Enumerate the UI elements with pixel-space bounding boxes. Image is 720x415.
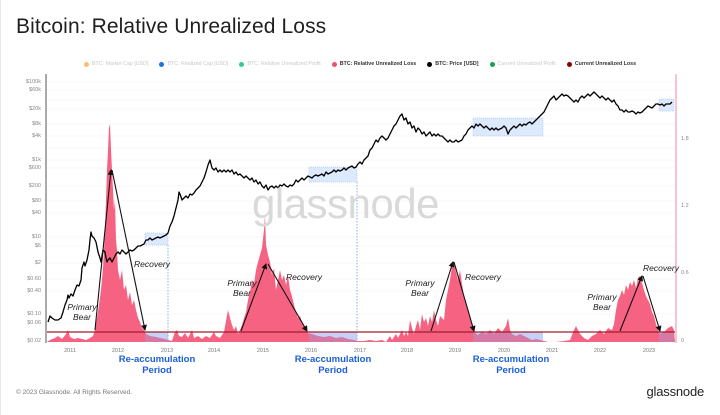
- annotation-text: Primary: [227, 278, 257, 288]
- reaccumulation-text: Re-accumulation: [472, 354, 550, 365]
- x-tick: 2011: [64, 348, 76, 354]
- glassnode-logo: glassnode: [646, 384, 705, 399]
- legend-item-current-unrealized-loss[interactable]: Current Unrealized Loss: [566, 58, 637, 70]
- y-tick: $0.10: [27, 311, 41, 317]
- page-title: Bitcoin: Relative Unrealized Loss: [16, 15, 327, 38]
- legend-dot-icon: [427, 61, 433, 67]
- y-tick: $200: [28, 183, 41, 189]
- y-tick: $0.40: [27, 288, 41, 294]
- legend-item-relative-unrealized-loss[interactable]: BTC: Relative Unrealized Loss: [331, 58, 417, 70]
- x-tick: 2014: [207, 348, 221, 354]
- x-tick: 2023: [642, 348, 656, 354]
- y-tick-right: 1.8: [681, 136, 689, 142]
- x-tick: 2019: [448, 348, 462, 354]
- legend-item-current-unrealized-profit[interactable]: Current Unrealized Profit: [489, 58, 556, 70]
- annotation-text: Bear: [233, 288, 251, 298]
- annotation-text: Primary: [405, 278, 435, 288]
- y-tick-right: 0.6: [681, 270, 689, 276]
- reaccumulation-text: Re-accumulation: [118, 354, 196, 365]
- annotation-primary-bear: Primary Bear: [582, 292, 622, 312]
- annotation-text: Primary: [67, 302, 97, 312]
- relative-unrealized-loss-area: [47, 124, 675, 342]
- reaccumulation-text: Period: [142, 365, 172, 376]
- y-tick: $600: [28, 165, 41, 171]
- x-tick: 2022: [593, 348, 607, 354]
- annotation-text: Bear: [411, 288, 429, 298]
- legend-label: BTC: Market Cap [USD]: [91, 61, 149, 67]
- y-tick: $6: [34, 243, 41, 249]
- annotation-recovery: Recovery: [134, 259, 170, 269]
- legend-item-market-cap[interactable]: BTC: Market Cap [USD]: [83, 58, 149, 70]
- y-tick: $1k: [32, 157, 41, 163]
- annotation-primary-bear: Primary Bear: [62, 302, 102, 322]
- annotation-recovery: Recovery: [465, 272, 501, 282]
- legend-item-realized-cap[interactable]: BTC: Realized Cap [USD]: [159, 58, 228, 70]
- legend-dot-icon: [331, 61, 337, 67]
- y-tick: $4k: [32, 133, 41, 139]
- y-tick: $2: [34, 260, 41, 266]
- reaccumulation-label: Re-accumulation Period: [117, 354, 197, 376]
- x-tick: 2021: [545, 348, 559, 354]
- y-tick: $40: [31, 210, 41, 216]
- watermark: glassnode: [252, 180, 439, 227]
- x-tick: 2013: [160, 348, 174, 354]
- annotation-text: Primary: [587, 292, 617, 302]
- x-tick: 2016: [304, 348, 318, 354]
- y-tick: $100k: [26, 79, 41, 85]
- y-tick: $8k: [32, 121, 41, 127]
- y-tick: $80: [31, 198, 41, 204]
- legend-item-price[interactable]: BTC: Price [USD]: [427, 58, 479, 70]
- legend-label: Current Unrealized Loss: [574, 61, 637, 67]
- x-tick: 2015: [256, 348, 270, 354]
- x-tick: 2017: [353, 348, 367, 354]
- y-tick-right: 1.2: [681, 203, 689, 209]
- y-tick: $0.06: [27, 320, 41, 326]
- legend-label: BTC: Realized Cap [USD]: [167, 61, 229, 67]
- annotation-text: Bear: [73, 312, 91, 322]
- reaccumulation-text: Period: [318, 365, 348, 376]
- y-tick: $0.02: [27, 338, 41, 344]
- reaccumulation-label: Re-accumulation Period: [293, 354, 373, 376]
- x-tick: 2012: [111, 348, 125, 354]
- legend-dot-icon: [159, 61, 165, 67]
- annotation-text: Bear: [593, 302, 611, 312]
- footer-copyright: © 2023 Glassnode. All Rights Reserved.: [16, 389, 133, 396]
- trend-arrows: [94, 169, 662, 332]
- btc-price-line: [47, 91, 673, 323]
- y-tick: $60k: [29, 87, 41, 93]
- legend-label: BTC: Price [USD]: [435, 61, 479, 67]
- y-tick: $0.60: [27, 276, 41, 282]
- reaccumulation-text: Re-accumulation: [294, 354, 372, 365]
- legend-label: Current Unrealized Profit: [497, 61, 556, 67]
- gridlines: [47, 81, 675, 342]
- legend-dot-icon: [239, 61, 245, 67]
- annotation-primary-bear: Primary Bear: [222, 278, 262, 298]
- x-tick: 2020: [497, 348, 511, 354]
- legend-dot-icon: [83, 61, 89, 67]
- y-tick: $10: [31, 234, 41, 240]
- legend-dot-icon: [566, 61, 572, 67]
- y-tick: $20k: [29, 106, 41, 112]
- reaccumulation-text: Period: [496, 365, 526, 376]
- y-tick-right: 0: [681, 338, 685, 344]
- legend-dot-icon: [489, 61, 495, 67]
- annotation-recovery: Recovery: [286, 272, 322, 282]
- chart-legend: BTC: Market Cap [USD] BTC: Realized Cap …: [0, 58, 720, 70]
- annotation-primary-bear: Primary Bear: [400, 278, 440, 298]
- reaccumulation-label: Re-accumulation Period: [471, 354, 551, 376]
- legend-label: BTC: Relative Unrealized Loss: [339, 61, 417, 67]
- legend-item-relative-unrealized-profit[interactable]: BTC: Relative Unrealized Profit: [239, 58, 321, 70]
- legend-label: BTC: Relative Unrealized Profit: [247, 61, 321, 67]
- annotation-recovery: Recovery: [643, 263, 679, 273]
- x-tick: 2018: [400, 348, 414, 354]
